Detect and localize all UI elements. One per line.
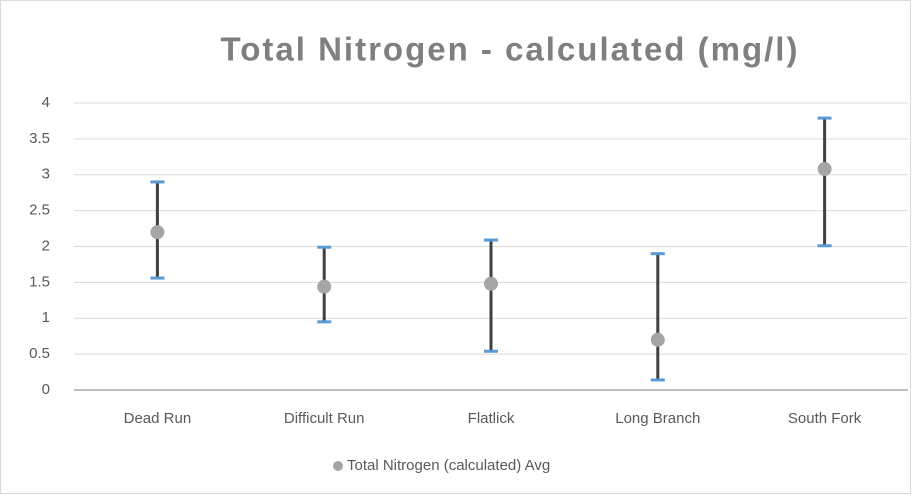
y-tick-label: 0.5 — [29, 345, 50, 362]
avg-point — [484, 276, 498, 291]
y-tick-label: 4 — [42, 94, 50, 111]
y-tick-label: 1.5 — [29, 273, 50, 290]
avg-point — [817, 162, 832, 177]
x-tick-label: Difficult Run — [284, 410, 365, 427]
x-tick-label: Flatlick — [468, 410, 515, 427]
y-tick-label: 2 — [42, 237, 50, 254]
x-tick-label: Long Branch — [615, 410, 700, 427]
avg-point — [650, 332, 665, 347]
y-tick-label: 2.5 — [29, 202, 50, 219]
avg-point — [150, 225, 165, 240]
y-tick-label: 3.5 — [29, 130, 50, 147]
legend-label: Total Nitrogen (calculated) Avg — [347, 457, 550, 474]
legend-marker — [333, 461, 343, 471]
y-tick-label: 1 — [42, 309, 50, 326]
avg-point — [317, 279, 332, 294]
chart-title: Total Nitrogen - calculated (mg/l) — [221, 31, 800, 68]
x-tick-label: Dead Run — [124, 410, 192, 427]
y-tick-label: 3 — [42, 166, 50, 183]
x-tick-label: South Fork — [788, 410, 862, 427]
y-tick-label: 0 — [42, 381, 50, 398]
